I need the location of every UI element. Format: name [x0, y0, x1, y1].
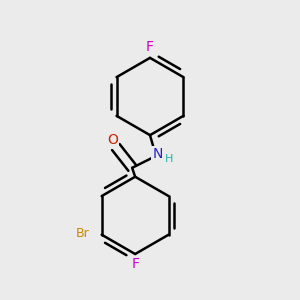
Text: Br: Br	[76, 227, 89, 240]
Text: F: F	[146, 40, 154, 55]
Text: F: F	[131, 257, 139, 272]
Text: H: H	[165, 154, 173, 164]
Text: N: N	[152, 148, 163, 161]
Text: O: O	[107, 134, 118, 148]
